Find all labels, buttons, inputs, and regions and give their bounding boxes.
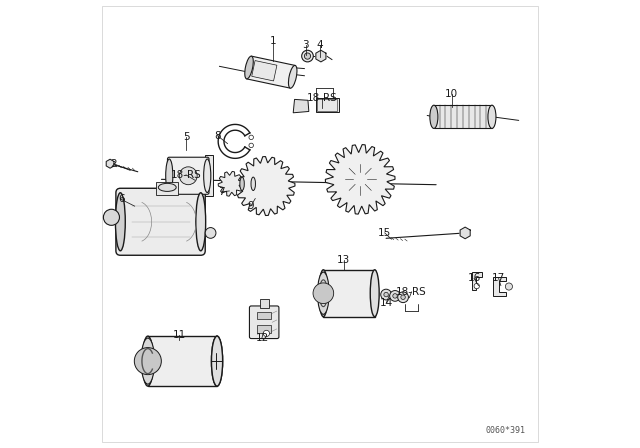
Polygon shape [472,272,482,290]
Text: 1: 1 [270,36,276,46]
Circle shape [261,181,270,190]
Ellipse shape [141,338,154,384]
Ellipse shape [317,272,329,314]
Circle shape [397,292,408,302]
Bar [148,336,217,386]
Ellipse shape [430,105,438,129]
Circle shape [506,283,513,290]
Bar [205,155,213,196]
Ellipse shape [196,193,205,251]
Circle shape [179,167,197,185]
Bar [260,299,269,308]
Ellipse shape [211,336,223,386]
Text: 17: 17 [492,273,505,284]
Ellipse shape [211,336,223,386]
Text: 13: 13 [337,255,350,265]
Circle shape [305,53,310,59]
Bar [317,99,337,111]
Polygon shape [325,145,395,214]
Circle shape [249,143,253,148]
Bar [252,60,277,81]
Circle shape [318,53,324,59]
Text: 10: 10 [445,90,458,99]
FancyBboxPatch shape [168,157,209,194]
Circle shape [381,289,392,300]
Bar [257,312,271,319]
Text: 6: 6 [118,194,125,204]
Bar [323,270,374,317]
Bar [434,105,492,129]
Text: 15: 15 [378,228,392,238]
Bar [242,177,253,190]
Ellipse shape [319,270,328,317]
Ellipse shape [115,193,125,251]
Bar [316,98,339,112]
Ellipse shape [488,105,496,129]
Text: 11: 11 [173,330,186,340]
Circle shape [401,295,405,299]
Circle shape [226,179,235,188]
Bar [246,56,295,88]
Bar [257,325,271,332]
Polygon shape [316,50,326,62]
Text: 4: 4 [317,40,323,50]
Circle shape [384,293,388,297]
Ellipse shape [371,270,379,317]
Text: 8: 8 [214,130,221,141]
Text: 18-RS: 18-RS [307,93,338,103]
Text: 18-RS: 18-RS [171,170,202,180]
Ellipse shape [244,56,253,79]
Ellipse shape [166,159,173,193]
Text: 3: 3 [302,40,309,50]
Ellipse shape [158,183,176,191]
Circle shape [353,172,367,186]
Text: 12: 12 [255,333,269,343]
FancyBboxPatch shape [250,306,279,339]
Ellipse shape [251,177,255,190]
Text: 14: 14 [380,298,393,309]
Ellipse shape [289,65,297,88]
Circle shape [263,330,269,336]
Polygon shape [218,172,243,196]
Circle shape [390,291,401,301]
Bar [156,181,179,195]
Circle shape [249,135,253,140]
Text: 0060*391: 0060*391 [486,426,525,435]
Circle shape [313,283,333,304]
Text: 18-RS: 18-RS [396,287,427,297]
Text: 5: 5 [182,132,189,142]
Polygon shape [293,99,309,113]
Text: 2: 2 [110,159,117,169]
Polygon shape [460,227,470,239]
Circle shape [252,172,279,199]
Circle shape [393,294,397,298]
Text: 7: 7 [218,187,225,197]
Circle shape [301,50,314,62]
Ellipse shape [142,336,154,386]
Circle shape [474,284,479,289]
Circle shape [343,162,377,196]
Polygon shape [493,277,506,296]
FancyBboxPatch shape [116,188,205,255]
Circle shape [205,228,216,238]
Ellipse shape [240,177,244,190]
Text: 16: 16 [467,273,481,284]
Circle shape [134,348,161,375]
Polygon shape [236,156,295,215]
Polygon shape [106,159,114,168]
Ellipse shape [204,159,211,193]
Text: 9: 9 [248,201,254,211]
Circle shape [104,209,120,225]
